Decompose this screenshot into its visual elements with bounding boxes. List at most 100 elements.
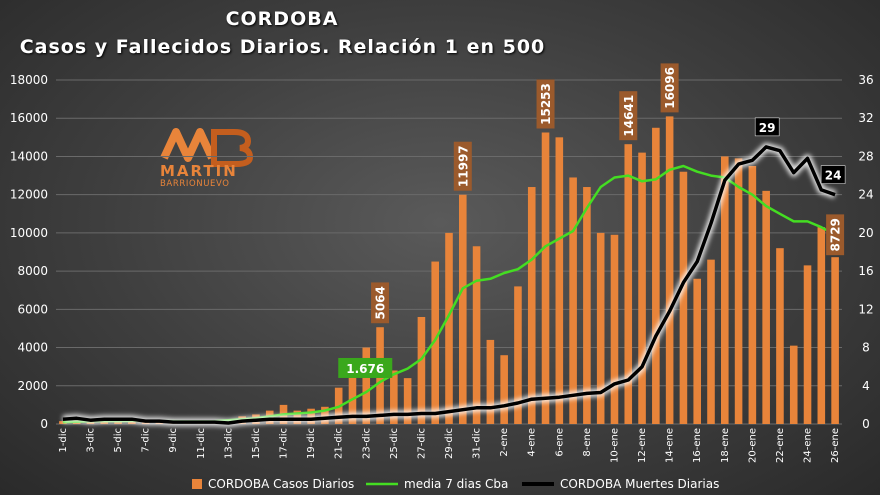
y-right-tick-label: 16 [858, 264, 873, 278]
x-tick-label: 7-dic [141, 428, 152, 453]
bar-casos [514, 286, 522, 424]
bar-casos [348, 368, 357, 424]
legend-casos-label: CORDOBA Casos Diarios [208, 477, 354, 491]
deaths-value-label-box [820, 165, 846, 184]
bar-casos [555, 137, 564, 425]
bar-value-label: 15253 [539, 83, 553, 125]
bar-value-label-box [826, 214, 845, 256]
y-left-tick-label: 12000 [10, 188, 48, 202]
bar-value-label: 14641 [622, 95, 636, 137]
x-tick-label: 14-ene [665, 428, 676, 463]
y-right-tick-label: 24 [858, 188, 873, 202]
y-right-tick-label: 12 [858, 302, 873, 316]
bar-casos [720, 156, 729, 424]
bar-value-label: 5064 [374, 286, 388, 319]
y-left-tick-label: 2000 [17, 379, 48, 393]
line-muertes-diarias [62, 145, 836, 425]
x-tick-label: 11-dic [196, 428, 207, 459]
bar-casos [638, 152, 646, 424]
x-tick-label: 10-ene [609, 428, 620, 463]
bar-casos [417, 316, 426, 424]
y-right-tick-label: 20 [858, 226, 873, 240]
bar-casos [596, 232, 605, 424]
bar-casos [776, 248, 784, 424]
bar-casos [762, 190, 770, 424]
deaths-value-label-box [754, 117, 780, 137]
bar-value-label-box [660, 63, 679, 113]
bar-value-label-box [619, 91, 638, 141]
y-left-tick-label: 0 [40, 417, 48, 431]
bar-casos [445, 232, 453, 424]
bar-casos [693, 278, 702, 424]
x-tick-label: 24-ene [803, 428, 814, 463]
bar-casos [789, 345, 798, 424]
legend-casos-swatch [192, 479, 202, 489]
x-tick-label: 4-ene [527, 428, 538, 457]
x-tick-label: 3-dic [85, 428, 96, 453]
bar-casos [390, 370, 398, 424]
x-tick-label: 16-ene [692, 428, 703, 463]
x-tick-label: 9-dic [168, 428, 179, 453]
x-tick-label: 26-ene [830, 428, 841, 463]
x-tick-label: 23-dic [361, 428, 372, 459]
x-tick-label: 29-dic [444, 428, 455, 459]
x-tick-label: 12-ene [637, 428, 648, 463]
bar-casos [458, 194, 467, 424]
bar-value-label: 16096 [663, 67, 677, 109]
chart-title: CORDOBA [225, 8, 339, 30]
bar-casos [569, 177, 577, 424]
y-left-tick-label: 4000 [17, 341, 48, 355]
y-right-tick-label: 4 [862, 379, 870, 393]
bar-value-label-box [371, 282, 390, 324]
bar-casos [624, 144, 633, 425]
bar-value-label-box [453, 141, 472, 191]
x-tick-label: 19-dic [306, 428, 317, 459]
x-tick-label: 5-dic [113, 428, 124, 453]
bar-casos [803, 265, 812, 424]
y-right-tick-label: 28 [858, 149, 873, 163]
bar-casos [472, 246, 481, 424]
bar-casos [583, 187, 591, 424]
bar-value-label-box [536, 79, 555, 129]
deaths-value-label: 29 [759, 121, 776, 135]
legend-media-label: media 7 dias Cba [404, 477, 508, 491]
y-left-tick-label: 14000 [10, 149, 48, 163]
y-left-tick-label: 8000 [17, 264, 48, 278]
y-right-tick-label: 36 [858, 73, 873, 87]
x-tick-label: 17-dic [279, 428, 290, 459]
y-left-tick-label: 6000 [17, 302, 48, 316]
bar-casos [652, 127, 660, 425]
x-tick-label: 21-dic [334, 428, 345, 459]
x-tick-label: 25-dic [389, 428, 400, 459]
x-tick-label: 27-dic [416, 428, 427, 459]
bar-casos [665, 116, 674, 424]
y-right-tick-label: 8 [862, 341, 870, 355]
logo-mark-icon [160, 128, 254, 167]
media-value-label-box [338, 357, 393, 378]
x-tick-label: 6-ene [554, 428, 565, 457]
legend-muertes-label: CORDOBA Muertes Diarias [560, 477, 719, 491]
bar-casos [486, 339, 495, 424]
x-tick-label: 31-dic [472, 428, 483, 459]
bar-casos [431, 261, 440, 424]
bar-casos [362, 347, 371, 424]
bar-value-label: 8729 [829, 218, 843, 251]
y-right-tick-label: 32 [858, 111, 873, 125]
bar-casos [679, 171, 688, 424]
y-left-tick-label: 16000 [10, 111, 48, 125]
media-value-label: 1.676 [346, 362, 384, 376]
logo-name: MARTIN [160, 162, 238, 180]
x-tick-label: 22-ene [775, 428, 786, 463]
bar-casos [403, 378, 412, 424]
bar-value-label: 11997 [456, 145, 470, 187]
bar-casos [527, 187, 536, 424]
x-tick-label: 15-dic [251, 428, 262, 459]
bar-casos [500, 355, 508, 424]
bar-casos [541, 132, 550, 424]
bar-casos [748, 166, 757, 424]
y-left-tick-label: 10000 [10, 226, 48, 240]
x-tick-label: 2-ene [499, 428, 510, 457]
deaths-value-label: 24 [825, 169, 842, 183]
y-right-tick-label: 0 [862, 417, 870, 431]
